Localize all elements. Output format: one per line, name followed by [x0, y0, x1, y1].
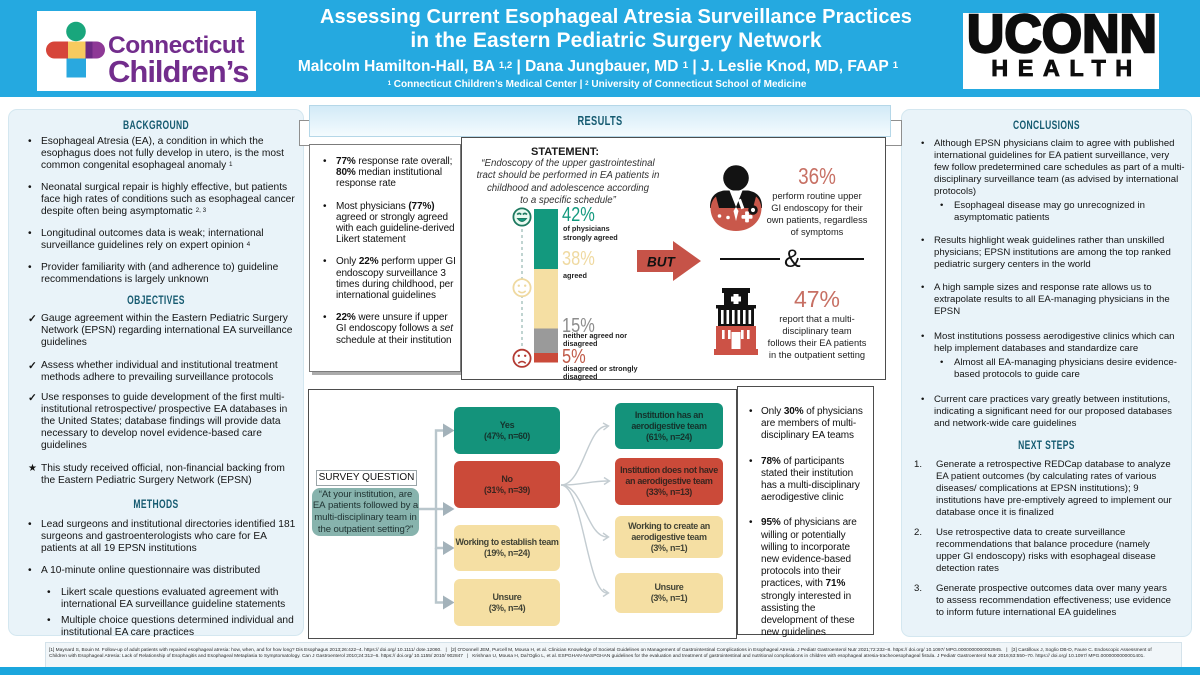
svg-text:Children’s: Children’s — [108, 54, 248, 89]
svg-text:BUT: BUT — [647, 255, 676, 270]
svg-text:Connecticut: Connecticut — [108, 32, 244, 59]
